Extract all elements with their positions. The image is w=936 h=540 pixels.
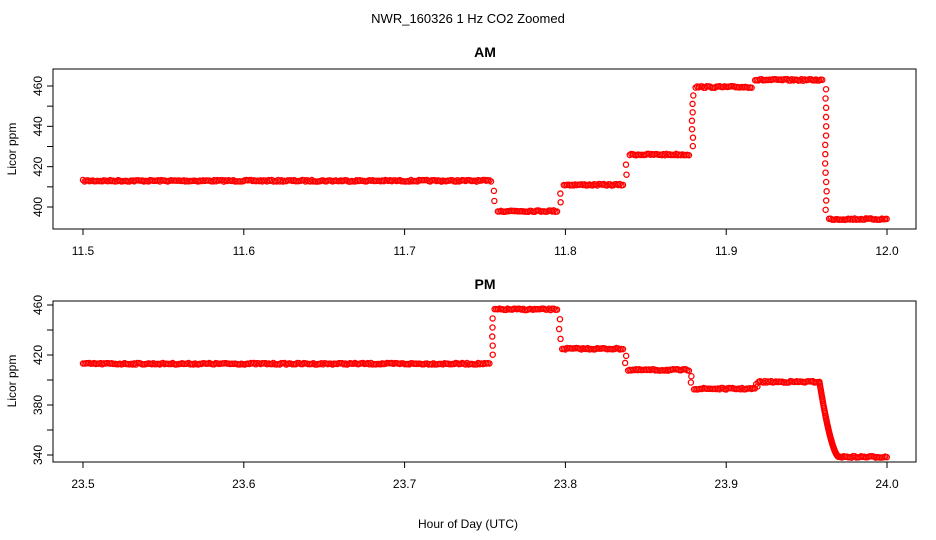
am-data-point bbox=[689, 134, 697, 141]
am-plot-frame bbox=[52, 68, 917, 230]
pm-data-point bbox=[883, 453, 891, 461]
pm-data-point bbox=[687, 379, 695, 386]
am-data-point bbox=[822, 85, 830, 93]
am-x-tick-label: 12.0 bbox=[875, 244, 899, 258]
pm-data-point bbox=[685, 367, 693, 374]
am-y-axis: 400 420 440 460 bbox=[31, 76, 54, 217]
am-data-point bbox=[685, 151, 693, 159]
am-data-point bbox=[690, 92, 697, 99]
am-data-point bbox=[822, 104, 830, 112]
pm-x-tick-label: 23.5 bbox=[71, 477, 95, 491]
pm-data-point bbox=[489, 315, 496, 322]
am-x-axis: 11.5 11.6 11.7 11.8 11.9 12.0 bbox=[72, 228, 899, 258]
pm-data-point bbox=[555, 325, 563, 333]
am-data-point bbox=[553, 208, 561, 215]
am-data-point bbox=[487, 178, 495, 185]
am-x-tick-label: 11.9 bbox=[715, 244, 738, 258]
am-data-point bbox=[557, 190, 564, 197]
am-data-point bbox=[622, 161, 630, 168]
am-y-tick-label: 460 bbox=[31, 76, 45, 96]
pm-y-tick-label: 340 bbox=[31, 445, 45, 465]
am-data-point bbox=[689, 100, 696, 108]
am-panel: AM 11.5 11.6 11.7 11.8 11.9 12.0 400 420 440 460… bbox=[5, 44, 917, 258]
pm-data-point bbox=[621, 359, 629, 367]
am-x-tick-label: 11.5 bbox=[72, 244, 95, 258]
pm-x-axis: 23.5 23.6 23.7 23.8 23.9 24.0 bbox=[71, 461, 899, 491]
am-data-point bbox=[623, 171, 630, 178]
am-data-point bbox=[619, 181, 627, 189]
pm-data-point bbox=[752, 380, 760, 388]
am-data-point bbox=[822, 95, 829, 102]
am-data-point bbox=[883, 215, 890, 223]
am-x-tick-label: 11.6 bbox=[233, 244, 256, 258]
pm-panel-title: PM bbox=[475, 276, 496, 292]
am-y-tick-label: 400 bbox=[31, 197, 45, 217]
am-data-point bbox=[688, 125, 696, 133]
pm-data-point bbox=[489, 342, 496, 349]
pm-data-point bbox=[489, 351, 496, 358]
pm-data-point bbox=[486, 360, 493, 367]
pm-x-tick-label: 24.0 bbox=[875, 477, 899, 491]
am-data-point bbox=[821, 160, 829, 167]
am-data-point bbox=[819, 76, 826, 84]
pm-data-point bbox=[835, 453, 843, 461]
x-axis-label: Hour of Day (UTC) bbox=[418, 517, 518, 531]
am-data-point bbox=[491, 197, 498, 205]
pm-data-point bbox=[488, 333, 496, 340]
am-data-point bbox=[557, 199, 564, 206]
am-data-point bbox=[822, 197, 830, 204]
am-data-point bbox=[822, 113, 830, 121]
figure-title: NWR_160326 1 Hz CO2 Zoomed bbox=[371, 11, 565, 26]
am-x-tick-label: 11.8 bbox=[554, 244, 577, 258]
am-data-point bbox=[822, 178, 830, 186]
am-data-point bbox=[748, 84, 755, 92]
pm-y-axis-label: Licor ppm bbox=[5, 355, 19, 408]
pm-data-point bbox=[556, 315, 564, 323]
am-data-point bbox=[822, 132, 830, 139]
pm-x-tick-label: 23.8 bbox=[554, 477, 578, 491]
am-data-point bbox=[821, 141, 829, 149]
am-y-tick-label: 420 bbox=[31, 156, 45, 176]
pm-x-tick-label: 23.9 bbox=[715, 477, 739, 491]
pm-y-tick-label: 380 bbox=[31, 395, 45, 415]
am-data-point bbox=[822, 123, 830, 130]
pm-data-point bbox=[688, 372, 695, 380]
am-panel-title: AM bbox=[474, 44, 496, 60]
am-data-point bbox=[490, 187, 498, 195]
am-x-tick-label: 11.7 bbox=[393, 244, 416, 258]
am-data-point bbox=[823, 188, 830, 195]
pm-data-point bbox=[489, 324, 496, 331]
am-data-point bbox=[822, 169, 829, 176]
am-y-tick-label: 440 bbox=[31, 116, 45, 136]
am-data-point bbox=[822, 150, 829, 158]
pm-data-point bbox=[557, 335, 564, 343]
am-data-point bbox=[550, 207, 558, 214]
am-point-series bbox=[79, 75, 890, 224]
am-data-point bbox=[689, 109, 696, 116]
pm-x-tick-label: 23.6 bbox=[232, 477, 256, 491]
am-data-point bbox=[688, 117, 696, 125]
pm-point-series bbox=[79, 305, 891, 461]
pm-y-tick-label: 460 bbox=[31, 295, 45, 315]
pm-y-tick-label: 420 bbox=[31, 345, 45, 365]
pm-y-axis: 340 380 420 460 bbox=[31, 295, 54, 465]
pm-data-point bbox=[553, 306, 561, 313]
am-data-point bbox=[689, 142, 697, 150]
pm-x-tick-label: 23.7 bbox=[393, 477, 417, 491]
am-y-axis-label: Licor ppm bbox=[5, 123, 19, 176]
pm-panel: PM 23.5 23.6 23.7 23.8 23.9 24.0 340 380 420 460… bbox=[5, 276, 917, 491]
pm-data-point bbox=[619, 345, 627, 353]
pm-data-point bbox=[622, 352, 630, 360]
am-data-point bbox=[822, 206, 829, 214]
